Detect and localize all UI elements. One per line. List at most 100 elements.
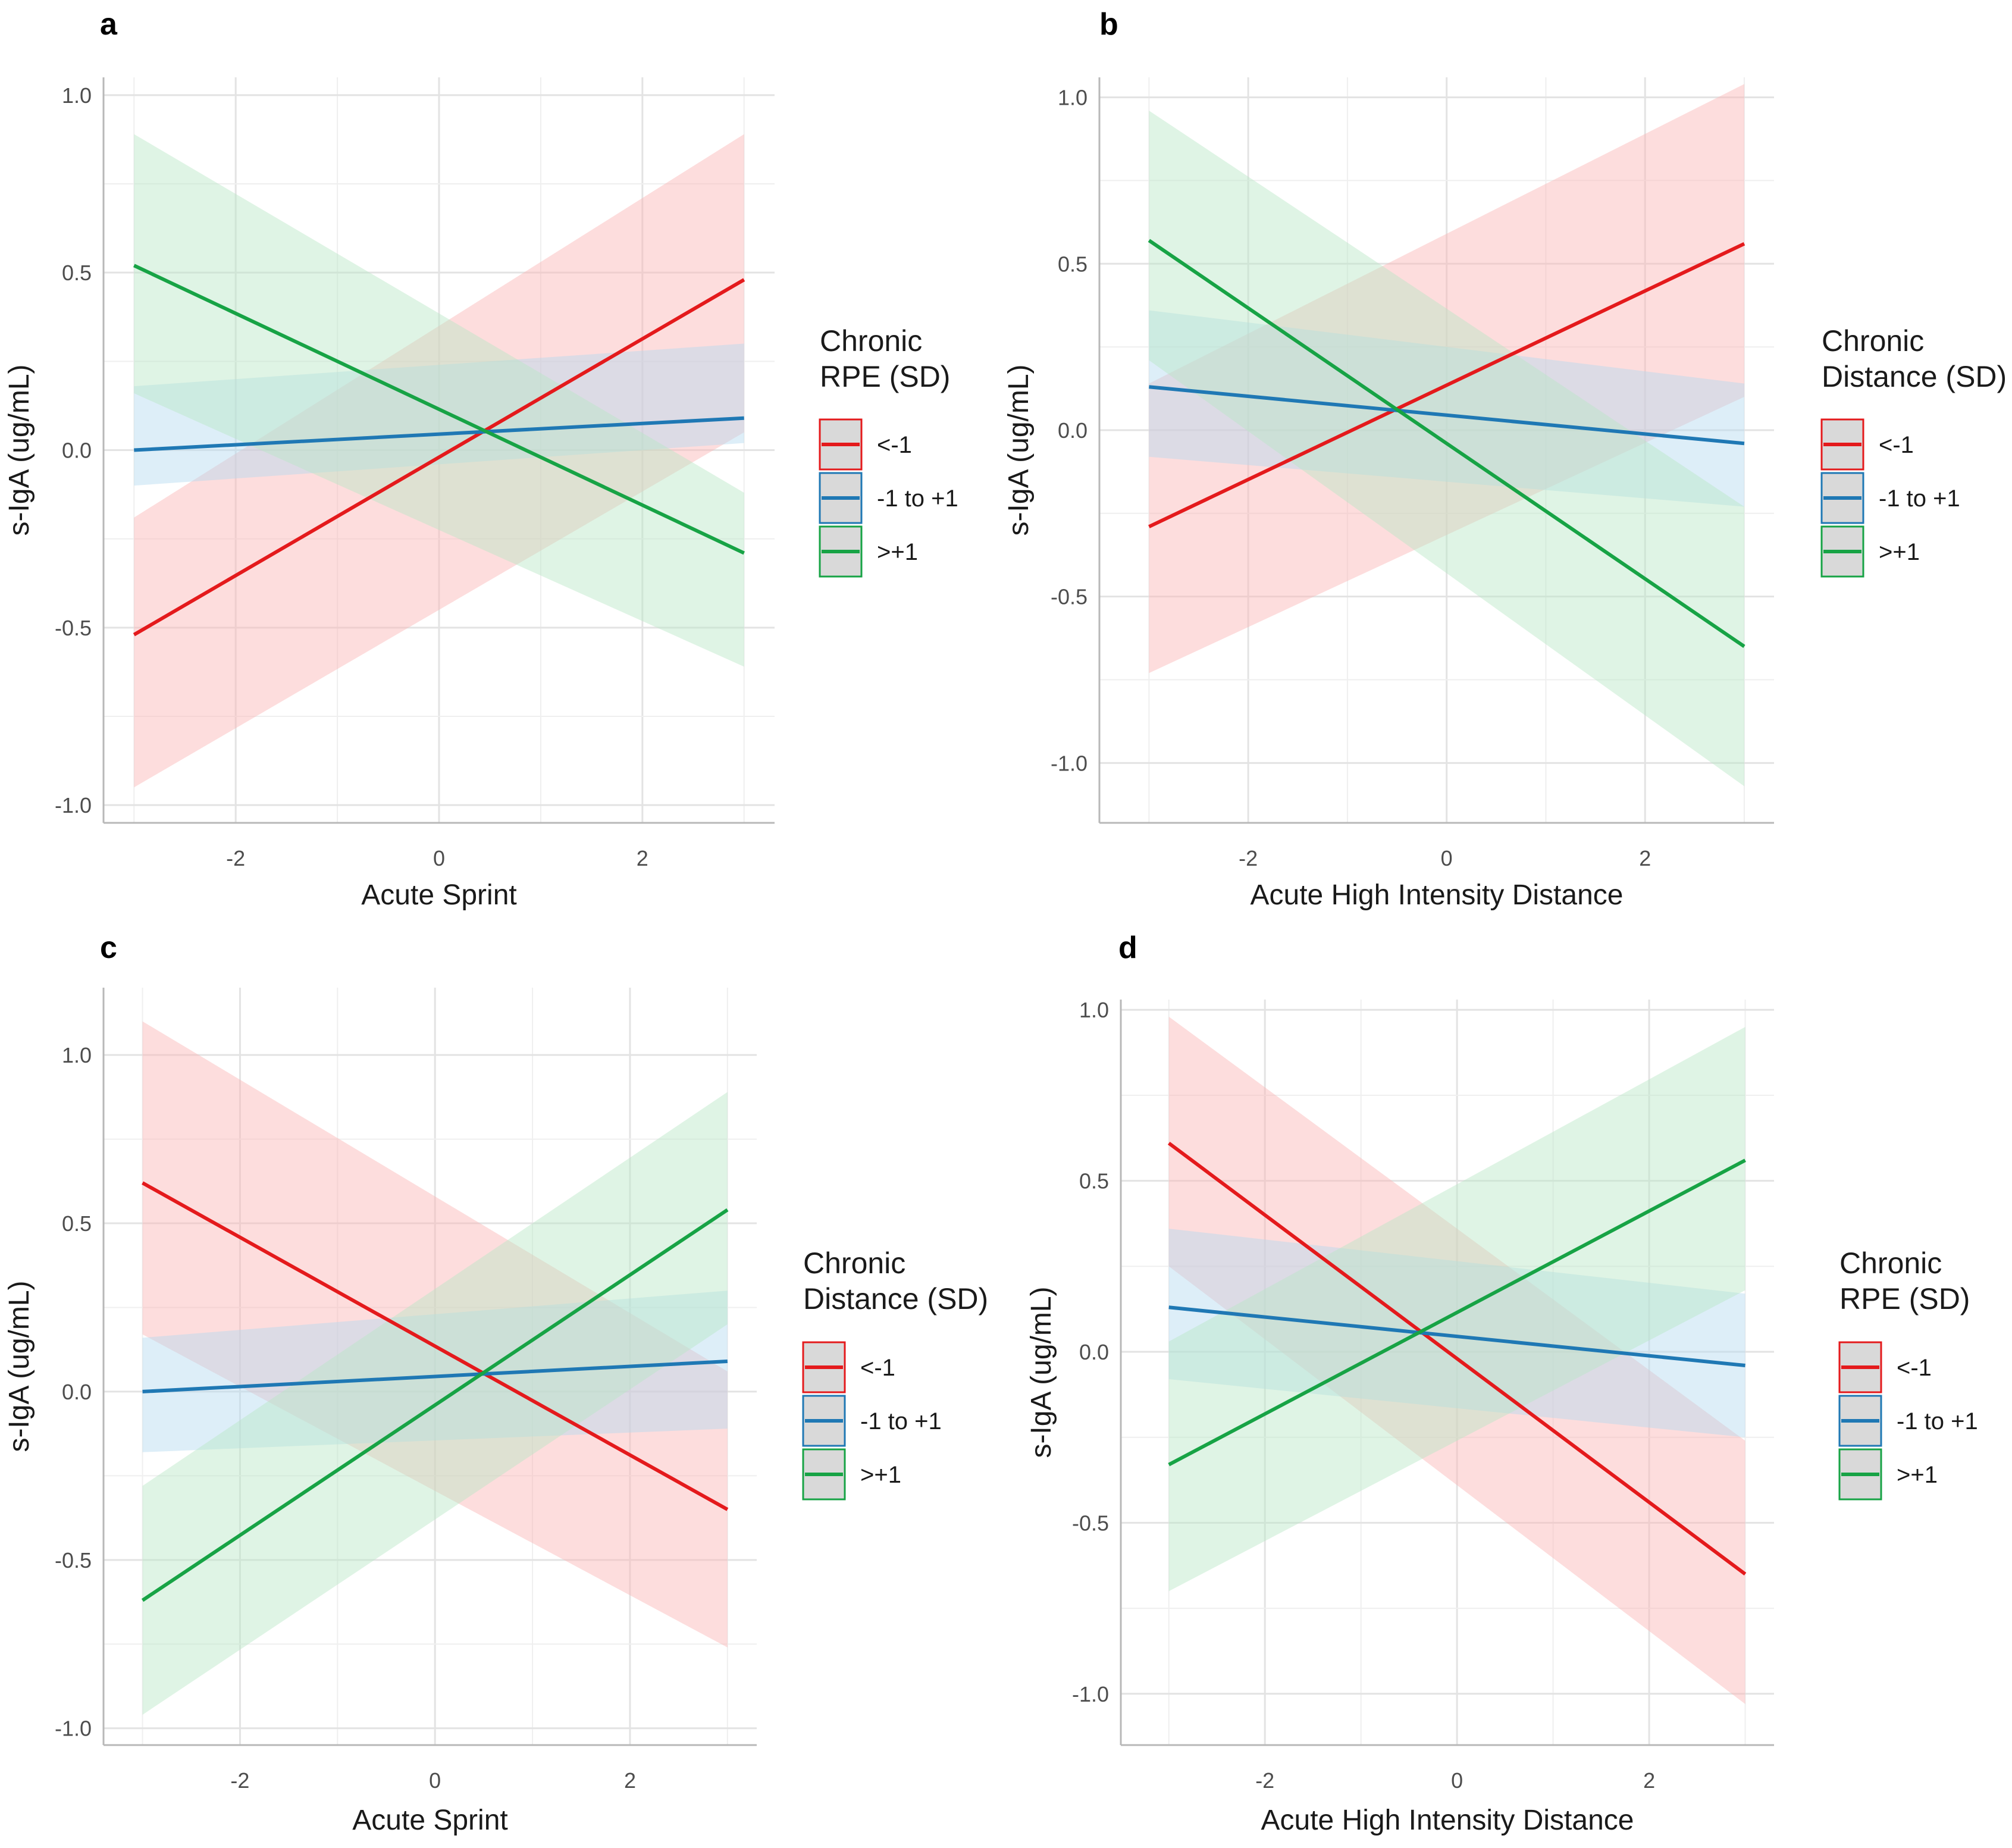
legend-label: <-1	[860, 1355, 895, 1381]
legend-label: <-1	[1897, 1355, 1932, 1381]
panel-letter: b	[1099, 7, 1118, 42]
y-tick-label: 0.0	[62, 1380, 92, 1404]
legend: Chronic RPE (SD) <-1 -1 to +1 >+1	[1838, 1246, 1978, 1501]
panel-c: c -2 0 2 -1.0 -0.5 0.0 0.5 1.0 Acute Sprint s-IgA …	[4, 931, 988, 1836]
line-series-1	[142, 1360, 728, 1393]
gridlines	[1099, 77, 1774, 823]
y-tick-label: -1.0	[1051, 751, 1088, 775]
y-tick-label: 0.0	[1058, 418, 1088, 443]
line-series-0	[1148, 242, 1745, 528]
confidence-bands	[134, 134, 744, 788]
legend-title: Chronic Distance (SD)	[803, 1246, 988, 1315]
x-axis-title: Acute High Intensity Distance	[1261, 1805, 1634, 1836]
legend-title: Chronic Distance (SD)	[1822, 324, 2007, 393]
legend-label: >+1	[1879, 539, 1920, 565]
panel-b: b -2 0 2 -1.0 -0.5 0.0 0.5 1.0 Acute High Intensi…	[1003, 7, 2007, 911]
x-axis-title: Acute Sprint	[361, 879, 516, 911]
y-tick-label: -1.0	[1072, 1682, 1109, 1706]
legend-label: -1 to +1	[877, 486, 958, 512]
line-series-2	[133, 264, 745, 555]
line-series-2	[141, 1208, 729, 1602]
y-tick-label: -0.5	[1072, 1511, 1109, 1535]
panel-d: d -2 0 2 -1.0 -0.5 0.0 0.5 1.0 Acute High Intensi…	[1026, 931, 1978, 1836]
x-tick-label: 0	[1451, 1768, 1463, 1793]
x-tick-label: -2	[1255, 1768, 1274, 1793]
legend-title-line: Distance (SD)	[803, 1282, 988, 1315]
line-series-1	[1149, 385, 1745, 446]
y-tick-label: 0.5	[62, 261, 92, 285]
x-tick-label: 2	[1639, 846, 1651, 870]
legend-label: >+1	[1897, 1462, 1938, 1488]
x-tick-label: -2	[226, 846, 245, 870]
line-series-0	[133, 278, 745, 637]
panel-letter: d	[1118, 931, 1137, 965]
y-axis-title: s-IgA (ug/mL)	[1026, 1286, 1057, 1458]
x-tick-label: 0	[1441, 846, 1453, 870]
series-lines	[141, 1181, 729, 1602]
legend: Chronic RPE (SD) <-1 -1 to +1 >+1	[819, 324, 958, 578]
x-tick-label: 0	[429, 1768, 441, 1793]
y-tick-label: 0.0	[1079, 1340, 1109, 1364]
panel-a: a -2 0 2 -1.0 -0.5 0.0 0.5 1.0 Acute Sprint s-IgA …	[4, 7, 958, 911]
y-tick-label: -0.5	[55, 1548, 92, 1573]
y-axis-title: s-IgA (ug/mL)	[1003, 364, 1035, 535]
y-axis-title: s-IgA (ug/mL)	[4, 364, 35, 535]
ribbon-series-2	[134, 134, 744, 667]
y-tick-label: 1.0	[1079, 998, 1109, 1022]
legend-title-line: Chronic	[1822, 324, 1924, 358]
x-tick-label: -2	[1239, 846, 1258, 870]
x-axis-title: Acute Sprint	[352, 1805, 507, 1836]
y-tick-label: -0.5	[1051, 585, 1088, 609]
y-tick-label: -1.0	[55, 1717, 92, 1741]
y-tick-label: 0.5	[1079, 1169, 1109, 1194]
line-series-2	[1148, 239, 1745, 649]
ribbon-series-0	[1149, 84, 1744, 674]
line-series-1	[1168, 1305, 1745, 1367]
legend-title-line: Distance (SD)	[1822, 360, 2007, 393]
line-series-2	[1168, 1158, 1746, 1467]
line-series-1	[134, 416, 744, 452]
legend-title-line: RPE (SD)	[820, 360, 950, 393]
series-lines	[133, 264, 745, 637]
line-series-0	[142, 1181, 729, 1511]
x-axis-title: Acute High Intensity Distance	[1251, 879, 1624, 911]
x-tick-label: 2	[637, 846, 648, 870]
legend-title: Chronic RPE (SD)	[1839, 1246, 1970, 1315]
series-lines	[1167, 1141, 1747, 1576]
x-tick-label: 0	[433, 846, 445, 870]
legend-title-line: Chronic	[820, 324, 922, 358]
y-tick-label: -0.5	[55, 616, 92, 640]
legend-label: >+1	[860, 1462, 901, 1488]
legend: Chronic Distance (SD) <-1 -1 to +1 >+1	[802, 1246, 988, 1501]
ribbon-series-2	[1149, 110, 1744, 787]
x-tick-label: 2	[624, 1768, 636, 1793]
legend-label: <-1	[1879, 432, 1914, 458]
ribbon-series-1	[134, 343, 744, 486]
legend-title-line: Chronic	[803, 1246, 905, 1280]
y-tick-label: 1.0	[1058, 86, 1088, 110]
legend-label: <-1	[877, 432, 912, 458]
legend-title-line: Chronic	[1839, 1246, 1942, 1280]
panel-letter: c	[100, 931, 117, 965]
x-tick-label: -2	[230, 1768, 249, 1793]
legend-label: -1 to +1	[860, 1408, 942, 1434]
ribbon-series-0	[142, 1021, 728, 1647]
series-lines	[1148, 239, 1745, 649]
legend-label: -1 to +1	[1897, 1408, 1978, 1434]
line-series-0	[1167, 1141, 1747, 1576]
y-tick-label: 0.0	[62, 438, 92, 463]
y-tick-label: 1.0	[62, 1043, 92, 1067]
legend-label: >+1	[877, 539, 918, 565]
gridlines	[104, 988, 757, 1745]
panel-letter: a	[100, 7, 118, 42]
gridlines	[1121, 1000, 1774, 1745]
legend: Chronic Distance (SD) <-1 -1 to +1 >+1	[1820, 324, 2007, 578]
ribbon-series-2	[1168, 1026, 1745, 1592]
y-tick-label: 1.0	[62, 83, 92, 108]
x-tick-label: 2	[1643, 1768, 1655, 1793]
y-tick-label: -1.0	[55, 793, 92, 817]
y-tick-label: 0.5	[1058, 252, 1088, 276]
legend-title: Chronic RPE (SD)	[820, 324, 950, 393]
y-axis-title: s-IgA (ug/mL)	[4, 1280, 35, 1452]
